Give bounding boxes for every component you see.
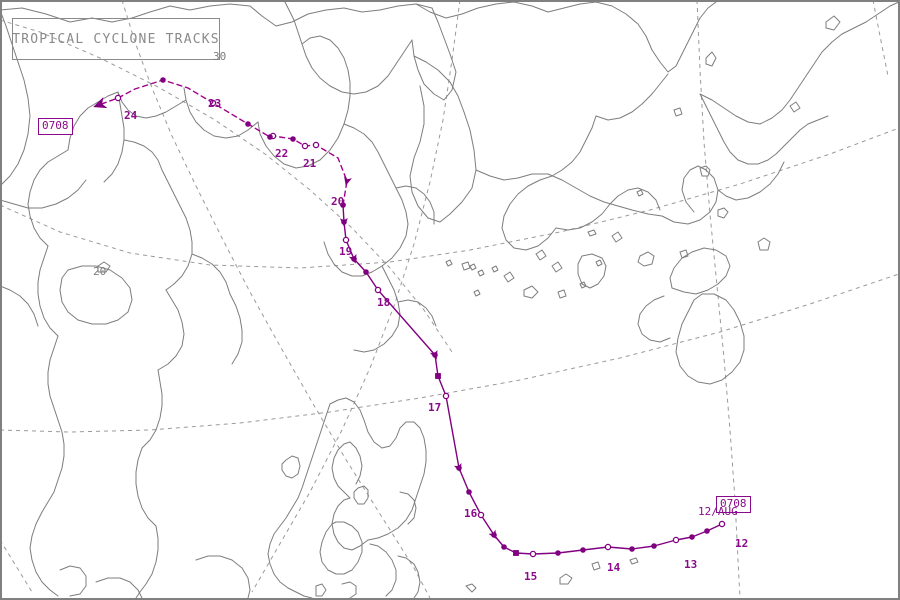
track-point-filled-marker [555, 550, 561, 556]
track-point-square-marker [513, 550, 519, 556]
track-point-open-marker [442, 392, 450, 400]
track-day-label: 23 [208, 97, 222, 110]
cyclone-track-0708 [93, 77, 726, 558]
track-day-label: 17 [428, 401, 442, 414]
track-point-open-marker [672, 536, 680, 544]
storm-id-badge-left: 0708 [38, 118, 73, 135]
track-point-filled-marker [267, 134, 273, 140]
track-point-open-marker [301, 142, 309, 150]
track-day-label: 16 [464, 507, 478, 520]
track-point-filled-marker [245, 121, 251, 127]
track-day-label: 20 [331, 195, 345, 208]
track-direction-arrow-icon [339, 217, 348, 227]
track-point-filled-marker [340, 202, 346, 208]
track-day-label: 22 [275, 147, 289, 160]
track-point-open-marker [312, 141, 320, 149]
legend-title-box: TROPICAL CYCLONE TRACKS [12, 18, 220, 60]
track-point-open-marker [718, 520, 726, 528]
page-title: TROPICAL CYCLONE TRACKS [12, 31, 220, 47]
track-day-label: 12 [735, 537, 749, 550]
track-point-open-marker [477, 511, 485, 519]
track-point-filled-marker [501, 544, 507, 550]
track-direction-arrow-icon [429, 349, 438, 360]
track-point-open-marker [342, 236, 350, 244]
track-point-filled-marker [651, 543, 657, 549]
track-point-filled-marker [160, 77, 166, 83]
track-direction-arrow-icon [453, 462, 462, 473]
track-direction-arrow-icon [344, 176, 352, 186]
track-point-open-marker [374, 286, 382, 294]
track-point-square-marker [435, 373, 441, 379]
track-day-label: 13 [684, 558, 698, 571]
track-day-label: 15 [524, 570, 538, 583]
track-point-filled-marker [689, 534, 695, 540]
track-point-filled-marker [466, 489, 472, 495]
track-point-open-marker [114, 94, 122, 102]
storm-id-badge-right: 0708 [716, 496, 751, 513]
track-line-dashed [95, 79, 348, 206]
track-day-label: 18 [377, 296, 391, 309]
track-day-label: 19 [339, 245, 353, 258]
track-point-filled-marker [580, 547, 586, 553]
track-day-label: 14 [607, 561, 621, 574]
track-point-filled-marker [629, 546, 635, 552]
track-point-open-marker [604, 543, 612, 551]
track-point-filled-marker [704, 528, 710, 534]
track-point-filled-marker [363, 269, 369, 275]
track-day-label: 24 [124, 109, 138, 122]
track-point-filled-marker [290, 136, 296, 142]
track-point-open-marker [209, 99, 217, 107]
gridline-label: 20 [93, 265, 107, 278]
track-direction-arrow-icon [488, 529, 497, 540]
genesis-date-label: 12/AUG [698, 505, 738, 518]
gridline-label: 30 [213, 50, 227, 63]
track-day-label: 21 [303, 157, 317, 170]
track-direction-arrow-icon [348, 253, 357, 264]
track-end-arrow-icon [93, 97, 108, 109]
track-point-open-marker [529, 550, 537, 558]
